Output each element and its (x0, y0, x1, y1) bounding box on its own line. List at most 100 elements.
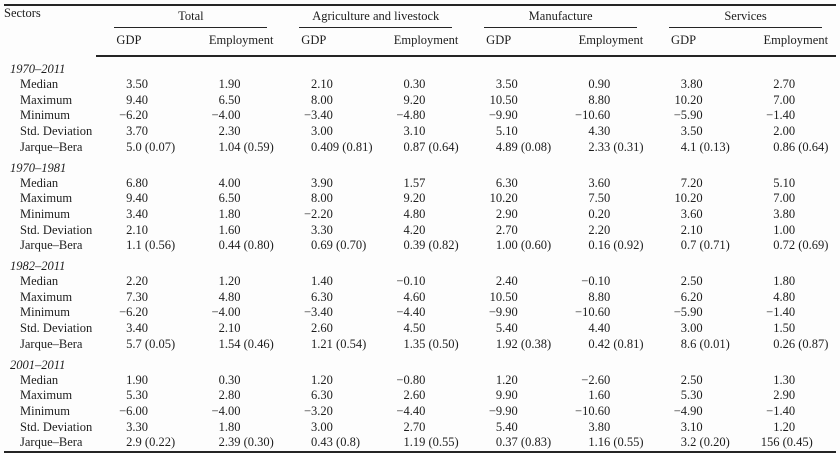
data-cell: 10.50 (466, 93, 558, 109)
data-cell: 0.72 (0.69) (743, 238, 836, 254)
value-fraction-part: .20 (779, 419, 796, 434)
value-integer-part: −9 (488, 403, 503, 418)
value-fraction-part: .6 (0.01) (687, 336, 730, 351)
row-label: Minimum (20, 206, 71, 221)
data-cell: 1.20 (743, 420, 836, 436)
data-cell: 8.80 (559, 93, 651, 109)
value-fraction-part: .20 (594, 206, 611, 221)
table-row: Jarque–Bera 2.9 (0.22) 2.39 (0.30) 0.43 (0.… (4, 435, 836, 452)
row-label: Std. Deviation (20, 124, 93, 139)
data-cell: −5.90 (651, 108, 743, 124)
value-integer-part: −4 (396, 305, 410, 320)
data-cell: 4.20 (374, 223, 466, 239)
value-fraction-part: .50 (132, 77, 149, 91)
value-integer-part: 0 (773, 139, 780, 154)
value-fraction-part: .00 (779, 222, 796, 237)
data-cell: 8.00 (281, 191, 373, 207)
data-cell: 1.00 (743, 223, 836, 239)
data-cell: 1.60 (559, 388, 651, 404)
value-fraction-part: .0 (0.07) (132, 139, 176, 154)
data-cell: 1.80 (189, 420, 281, 436)
value-fraction-part: .80 (132, 175, 149, 190)
descriptive-statistics-table: Sectors Total Agriculture and livestock Man… (4, 4, 836, 453)
value-fraction-part: .57 (409, 175, 426, 190)
group-header-label: Services (724, 9, 767, 23)
value-fraction-part: .30 (132, 289, 149, 304)
value-fraction-part: .80 (594, 289, 611, 304)
value-integer-part: −0 (396, 274, 410, 289)
value-fraction-part: .20 (224, 274, 241, 289)
value-fraction-part: .80 (409, 372, 426, 387)
data-cell: 2.50 (651, 373, 743, 389)
table-row: Std. Deviation 3.40 2.10 2.60 4.50 5.40 4.40 3.… (4, 321, 836, 337)
data-cell: 9.90 (466, 388, 558, 404)
row-label: Jarque–Bera (20, 139, 83, 154)
group-header-underline-agriculture-and-livestock: Agriculture and livestock (299, 6, 453, 28)
value-fraction-part: .10 (779, 175, 796, 190)
value-fraction-part: .54 (0.46) (224, 336, 274, 351)
value-fraction-part: .50 (687, 372, 703, 387)
value-integer-part: 0 (588, 336, 595, 351)
data-cell: 0.43 (0.8) (281, 435, 373, 452)
data-cell: 3.80 (651, 77, 743, 93)
value-integer-part: 8 (588, 92, 595, 107)
row-label: Minimum (20, 305, 71, 320)
value-integer-part: 3 (588, 175, 595, 190)
value-integer-part: 1 (311, 336, 318, 351)
column-header-gdp-agriculture-and-livestock: GDP (281, 28, 374, 57)
data-cell: 6.80 (96, 176, 188, 192)
value-fraction-part: .70 (502, 222, 518, 237)
data-cell: 1.50 (743, 321, 836, 337)
data-cell: 5.30 (96, 388, 188, 404)
data-cell: 10.20 (651, 191, 743, 207)
data-cell: −4.90 (651, 404, 743, 420)
value-integer-part: 10 (674, 191, 688, 206)
data-cell: −1.40 (743, 108, 836, 124)
value-integer-part: 4 (218, 175, 225, 190)
value-fraction-part: .00 (687, 321, 703, 336)
value-fraction-part: .80 (224, 289, 241, 304)
value-fraction-part: .2 (0.20) (687, 435, 730, 450)
data-cell: 2.20 (559, 223, 651, 239)
value-integer-part: 0 (403, 77, 410, 91)
data-cell: 2.10 (189, 321, 281, 337)
value-integer-part: 1 (773, 321, 780, 336)
section-row-1970-2011: 1970–2011 (4, 56, 836, 77)
value-fraction-part: .39 (0.82) (409, 238, 459, 253)
value-fraction-part: .20 (502, 372, 518, 387)
value-fraction-part: .20 (409, 92, 426, 107)
value-fraction-part: .00 (224, 108, 241, 123)
data-cell: 9.40 (96, 93, 188, 109)
row-label: Median (20, 372, 59, 387)
table-row: Median 6.80 4.00 3.90 1.57 6.30 3.60 7.20 5.10 (4, 176, 836, 192)
data-cell: 2.70 (466, 223, 558, 239)
data-cell: 5.40 (466, 420, 558, 436)
data-cell: −9.90 (466, 108, 558, 124)
table-row: Minimum −6.20 −4.00 −3.40 −4.80 −9.90 −10.60 −5… (4, 108, 836, 124)
value-fraction-part: .16 (0.92) (594, 238, 644, 253)
value-integer-part: 1 (773, 222, 780, 237)
data-cell: 5.40 (466, 321, 558, 337)
value-integer-part: 1 (403, 336, 410, 351)
value-fraction-part: .50 (594, 191, 611, 206)
section-row-1970-1981: 1970–1981 (4, 156, 836, 176)
value-integer-part: −4 (396, 403, 410, 418)
value-integer-part: 4 (588, 124, 595, 139)
value-integer-part: 2 (311, 77, 318, 91)
data-cell: 1.00 (0.60) (466, 238, 558, 254)
value-fraction-part: .90 (687, 305, 703, 320)
section-row-1982-2011: 1982–2011 (4, 254, 836, 274)
value-fraction-part: .60 (594, 372, 611, 387)
data-cell: 3.80 (743, 207, 836, 223)
value-integer-part: −1 (766, 108, 780, 123)
data-cell: 4.80 (189, 290, 281, 306)
data-cell: 4.89 (0.08) (466, 140, 558, 156)
value-fraction-part: .60 (409, 289, 426, 304)
value-fraction-part: .7 (0.05) (132, 336, 176, 351)
data-cell: 6.30 (281, 290, 373, 306)
value-fraction-part: .10 (409, 124, 426, 139)
column-header-employment-total: Employment (188, 28, 282, 57)
data-cell: 1.57 (374, 176, 466, 192)
value-integer-part: 2 (495, 222, 503, 237)
data-cell: 10.50 (466, 290, 558, 306)
